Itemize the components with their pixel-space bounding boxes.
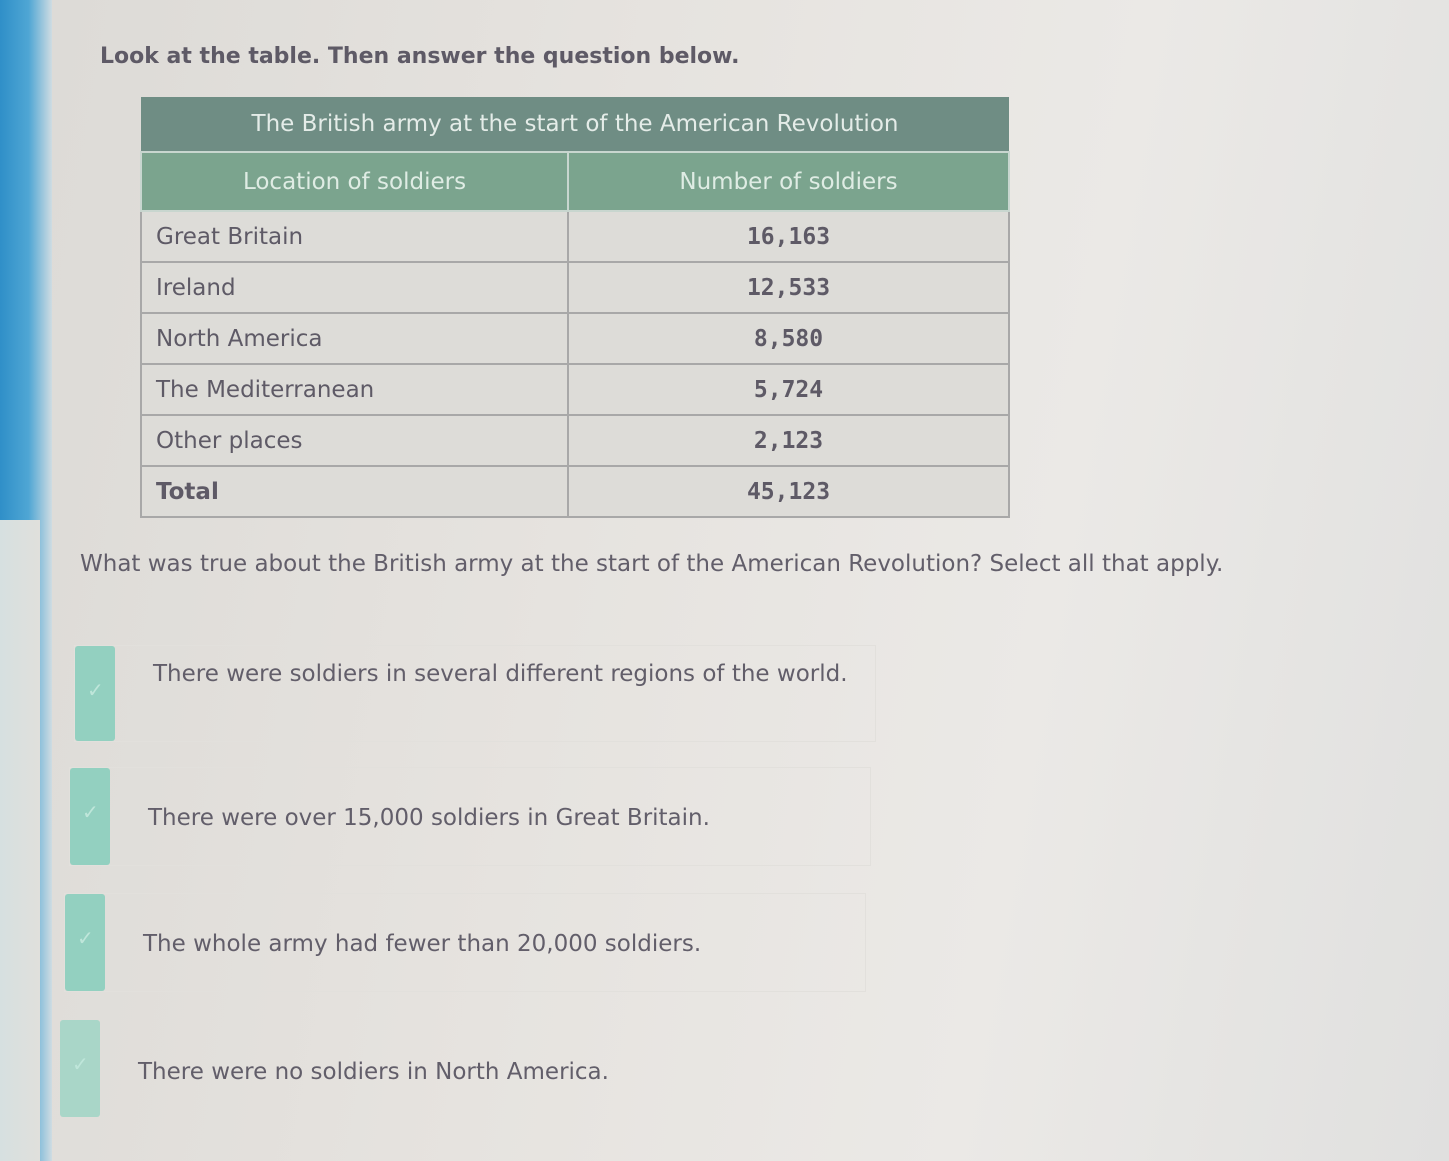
checkbox[interactable]: ✓ bbox=[70, 768, 110, 865]
table-row: Ireland 12,533 bbox=[140, 261, 1010, 314]
cell-number: 5,724 bbox=[567, 363, 1010, 416]
instruction: Look at the table. Then answer the quest… bbox=[100, 44, 740, 69]
cell-location: Ireland bbox=[140, 261, 569, 314]
cell-location: Other places bbox=[140, 414, 569, 467]
option-4[interactable]: ✓ There were no soldiers in North Americ… bbox=[60, 1020, 860, 1117]
checkmark-icon: ✓ bbox=[77, 926, 94, 950]
checkbox[interactable]: ✓ bbox=[65, 894, 105, 991]
cell-number: 12,533 bbox=[567, 261, 1010, 314]
table-row: North America 8,580 bbox=[140, 312, 1010, 365]
data-table: The British army at the start of the Ame… bbox=[140, 97, 1010, 518]
cell-location: North America bbox=[140, 312, 569, 365]
cell-number: 45,123 bbox=[567, 465, 1010, 518]
table-row: Other places 2,123 bbox=[140, 414, 1010, 467]
table-row: Great Britain 16,163 bbox=[140, 210, 1010, 263]
cell-location: Total bbox=[140, 465, 569, 518]
header-location: Location of soldiers bbox=[140, 151, 569, 212]
checkmark-icon: ✓ bbox=[87, 678, 104, 702]
table-row: The Mediterranean 5,724 bbox=[140, 363, 1010, 416]
header-number: Number of soldiers bbox=[567, 151, 1010, 212]
cell-location: The Mediterranean bbox=[140, 363, 569, 416]
checkbox[interactable]: ✓ bbox=[75, 646, 115, 741]
cell-number: 2,123 bbox=[567, 414, 1010, 467]
screen-edge-lower bbox=[0, 520, 40, 1161]
checkbox[interactable]: ✓ bbox=[60, 1020, 100, 1117]
checkmark-icon: ✓ bbox=[82, 800, 99, 824]
option-text: There were no soldiers in North America. bbox=[138, 1059, 609, 1085]
option-3[interactable]: ✓ The whole army had fewer than 20,000 s… bbox=[64, 893, 866, 992]
cell-number: 16,163 bbox=[567, 210, 1010, 263]
cell-location: Great Britain bbox=[140, 210, 569, 263]
option-text: The whole army had fewer than 20,000 sol… bbox=[143, 931, 702, 957]
checkmark-icon: ✓ bbox=[72, 1052, 89, 1076]
table-row-total: Total 45,123 bbox=[140, 465, 1010, 518]
cell-number: 8,580 bbox=[567, 312, 1010, 365]
option-text: There were over 15,000 soldiers in Great… bbox=[148, 805, 710, 831]
option-1[interactable]: ✓ There were soldiers in several differe… bbox=[74, 645, 876, 742]
option-2[interactable]: ✓ There were over 15,000 soldiers in Gre… bbox=[69, 767, 871, 866]
table-title: The British army at the start of the Ame… bbox=[141, 97, 1009, 152]
option-text: There were soldiers in several different… bbox=[153, 661, 848, 687]
question-text: What was true about the British army at … bbox=[80, 551, 1224, 577]
